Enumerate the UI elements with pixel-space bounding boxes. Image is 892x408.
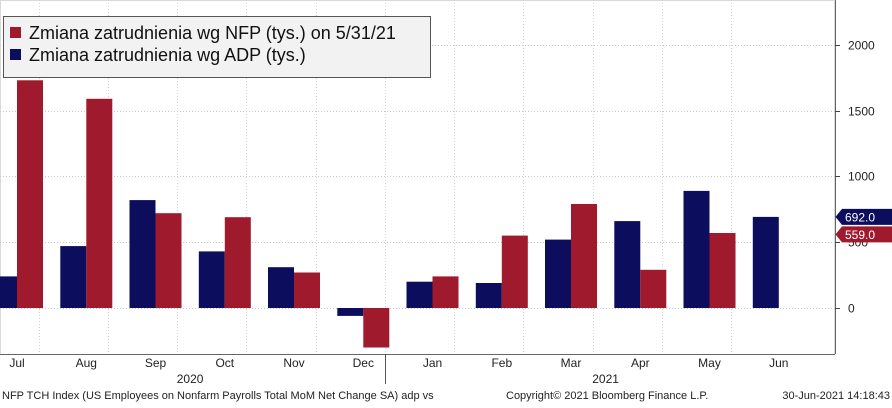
x-tick-label-aug: Aug [76,356,97,370]
x-tick-label-jul: Jul [9,356,24,370]
bar-nfp-may [710,233,736,308]
legend-swatch [10,27,21,38]
footer-copyright: Copyright© 2021 Bloomberg Finance L.P. [506,390,708,402]
bar-adp-sep [130,200,156,308]
bar-adp-jan [407,282,433,308]
bar-nfp-aug [86,99,112,308]
bar-nfp-sep [156,213,182,308]
year-label: 2020 [177,372,204,386]
y-tick-label: 1500 [848,105,875,119]
bar-adp-jun [753,217,779,308]
bar-nfp-apr [640,270,666,308]
tag-value: 692.0 [845,210,875,224]
legend-label: Zmiana zatrudnienia wg NFP (tys.) on 5/3… [29,23,396,43]
y-tick-label: 2000 [848,39,875,53]
y-tick-label: 0 [848,302,855,316]
bar-nfp-jul [17,80,43,308]
bar-nfp-dec [363,308,389,348]
x-tick-label-jan: Jan [423,356,442,370]
legend-label: Zmiana zatrudnienia wg ADP (tys.) [29,45,306,65]
bar-adp-nov [268,267,294,308]
y-tick-label: 1000 [848,170,875,184]
last-value-tags: 692.0 559.0 [836,209,892,243]
bar-adp-may [684,191,710,308]
x-tick-label-apr: Apr [631,356,650,370]
bar-adp-feb [476,283,502,308]
footer-source: NFP TCH Index (US Employees on Nonfarm P… [2,390,434,402]
bar-adp-dec [337,308,363,316]
x-tick-label-feb: Feb [491,356,512,370]
bar-nfp-mar [571,204,597,308]
x-tick-label-oct: Oct [215,356,234,370]
legend-swatch [10,49,21,60]
x-tick-label-may: May [698,356,721,370]
bar-nfp-nov [294,273,320,309]
year-label: 2021 [592,372,619,386]
x-tick-label-dec: Dec [353,356,374,370]
footer: NFP TCH Index (US Employees on Nonfarm P… [2,390,890,402]
last-value-tag: 692.0 [836,209,892,225]
x-tick-label-sep: Sep [145,356,167,370]
tag-value: 559.0 [845,228,875,242]
bar-adp-mar [545,240,571,308]
footer-timestamp: 30-Jun-2021 14:18:43 [782,390,890,402]
bar-adp-aug [60,246,86,308]
legend: Zmiana zatrudnienia wg NFP (tys.) on 5/3… [4,17,431,78]
legend-box: Zmiana zatrudnienia wg NFP (tys.) on 5/3… [4,17,431,78]
x-tick-label-nov: Nov [283,356,304,370]
bar-nfp-oct [225,217,251,308]
bar-adp-oct [199,251,225,308]
bar-nfp-jan [433,276,459,308]
last-value-tag: 559.0 [836,226,892,242]
bars [0,80,779,347]
x-tick-label-jun: Jun [769,356,788,370]
bar-adp-apr [614,221,640,308]
x-tick-label-mar: Mar [561,356,582,370]
bar-nfp-feb [502,236,528,308]
bar-adp-jul [0,276,17,308]
